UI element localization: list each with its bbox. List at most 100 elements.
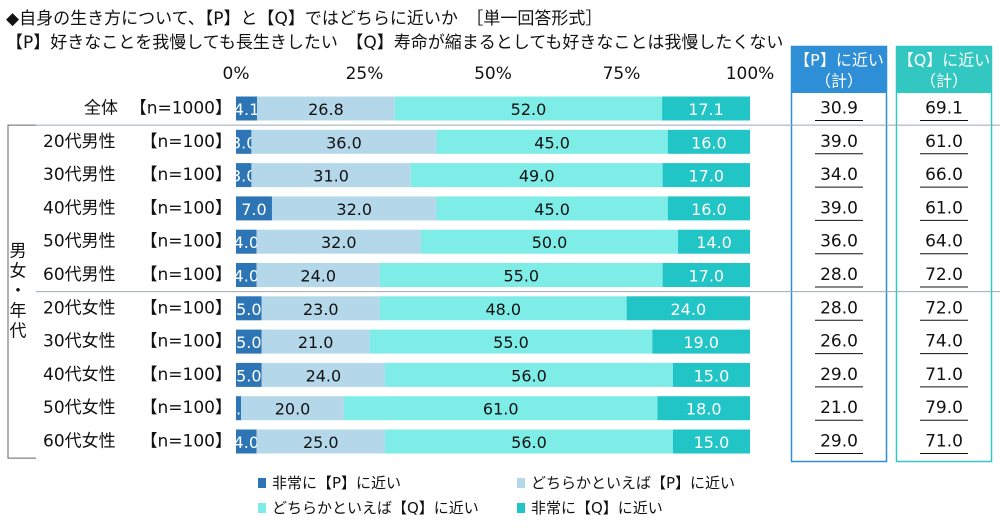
bar-segment [236, 196, 272, 221]
bar-value-label: 7.0 [241, 200, 266, 219]
bar-segment [241, 396, 344, 421]
group-label-char: 年 [10, 302, 27, 322]
bar-value-label: 3.0 [231, 133, 256, 152]
bar-value-label: 49.0 [519, 167, 555, 186]
x-tick-label: 0% [223, 64, 250, 84]
legend-label: どちらかといえば【P】に近い [531, 474, 735, 492]
bar-segment [236, 163, 252, 188]
row-category-label: 40代女性 [43, 365, 116, 385]
row-category-label: 20代男性 [43, 132, 116, 152]
bar-value-label: 24.0 [671, 300, 707, 319]
bar-value-label: 56.0 [511, 366, 547, 385]
row-n-label: 【n=100】 [141, 298, 232, 318]
legend-swatch [517, 503, 525, 513]
bar-value-label: 16.0 [691, 133, 727, 152]
p-total-value: 34.0 [820, 165, 858, 185]
bar-value-label: 15.0 [694, 366, 730, 385]
bar-segment [256, 263, 380, 287]
bar-value-label: 45.0 [534, 133, 570, 152]
row-n-label: 【n=100】 [141, 132, 232, 152]
bar-segment [271, 196, 437, 221]
bar-value-label: 26.8 [308, 100, 344, 119]
q-total-value: 74.0 [925, 332, 963, 352]
bar-value-label: 31.0 [313, 167, 349, 186]
p-total-value: 36.0 [820, 232, 858, 252]
bar-segment [436, 129, 668, 154]
bar-value-label: 4.0 [234, 433, 259, 452]
bar-value-label: 5.0 [236, 333, 261, 352]
row-n-label: 【n=100】 [141, 198, 232, 218]
bar-value-label: 4.0 [234, 267, 259, 286]
bar-value-label: 23.0 [303, 300, 339, 319]
p-total-header: 【P】に近い [794, 51, 884, 70]
p-total-value: 26.0 [820, 332, 858, 352]
bar-value-label: 24.0 [306, 366, 342, 385]
row-n-label: 【n=1000】 [130, 99, 232, 119]
row-category-label: 40代男性 [43, 198, 116, 218]
p-total-value: 21.0 [820, 398, 858, 418]
legend-swatch [258, 503, 266, 513]
bar-segment [257, 96, 395, 121]
bar-value-label: 21.0 [298, 333, 334, 352]
bar-segment [236, 396, 242, 421]
bar-segment [236, 96, 258, 121]
bar-value-label: 18.0 [686, 400, 722, 419]
bar-value-label: 16.0 [691, 200, 727, 219]
bar-segment [652, 329, 750, 354]
row-category-label: 50代女性 [43, 398, 116, 418]
bar-value-label: 17.0 [688, 267, 724, 286]
bar-segment [251, 163, 411, 188]
q-total-value: 71.0 [925, 365, 963, 385]
bar-segment [410, 163, 663, 188]
legend-label: 非常に【P】に近い [272, 474, 401, 492]
bar-value-label: 52.0 [511, 100, 547, 119]
group-label-char: 女 [10, 262, 27, 282]
bar-segment [678, 229, 750, 254]
chart-subtitle: 【P】好きなことを我慢しても長生きしたい 【Q】寿命が縮まるとしても好きなことは… [6, 33, 784, 53]
p-total-header-sub: （計） [815, 72, 863, 91]
q-total-value: 64.0 [925, 232, 963, 252]
bar-value-label: 48.0 [485, 300, 521, 319]
bar-segment [256, 429, 386, 454]
bar-segment [236, 429, 257, 454]
row-category-label: 60代男性 [43, 265, 116, 285]
bar-segment [261, 296, 380, 321]
row-category-label: 20代女性 [43, 298, 116, 318]
bar-segment [657, 396, 750, 421]
bar-segment [236, 296, 262, 321]
p-total-value: 30.9 [820, 99, 858, 119]
bar-segment [672, 362, 750, 387]
p-total-value: 28.0 [820, 298, 858, 318]
bar-value-label: 17.1 [688, 100, 724, 119]
bar-segment [385, 429, 673, 454]
bar-value-label: 19.0 [683, 333, 719, 352]
p-total-header-bg [791, 46, 887, 93]
bar-segment [385, 362, 673, 387]
p-total-value: 39.0 [820, 198, 858, 218]
q-total-value: 66.0 [925, 165, 963, 185]
bar-segment [662, 163, 750, 188]
q-total-value: 71.0 [925, 432, 963, 452]
row-category-label: 50代男性 [43, 232, 116, 252]
bar-segment [667, 129, 750, 154]
q-total-value: 79.0 [925, 398, 963, 418]
bar-segment [236, 229, 257, 254]
bar-value-label: 36.0 [326, 133, 362, 152]
bar-segment [369, 329, 653, 354]
chart-title: ◆自身の生き方について、【P】と【Q】ではどちらに近いか ［単一回答形式］ [6, 9, 603, 29]
bar-segment [667, 196, 750, 221]
legend-swatch [258, 478, 266, 488]
row-n-label: 【n=100】 [141, 165, 232, 185]
bar-segment [672, 429, 750, 454]
x-tick-label: 25% [346, 64, 384, 84]
x-tick-label: 75% [603, 64, 641, 84]
bar-value-label: 32.0 [336, 200, 372, 219]
bar-segment [626, 296, 750, 321]
row-category-label: 60代女性 [43, 432, 116, 452]
bar-segment [379, 263, 663, 287]
row-n-label: 【n=100】 [141, 232, 232, 252]
bar-segment [394, 96, 663, 121]
p-total-value: 28.0 [820, 265, 858, 285]
bar-segment [662, 263, 750, 287]
